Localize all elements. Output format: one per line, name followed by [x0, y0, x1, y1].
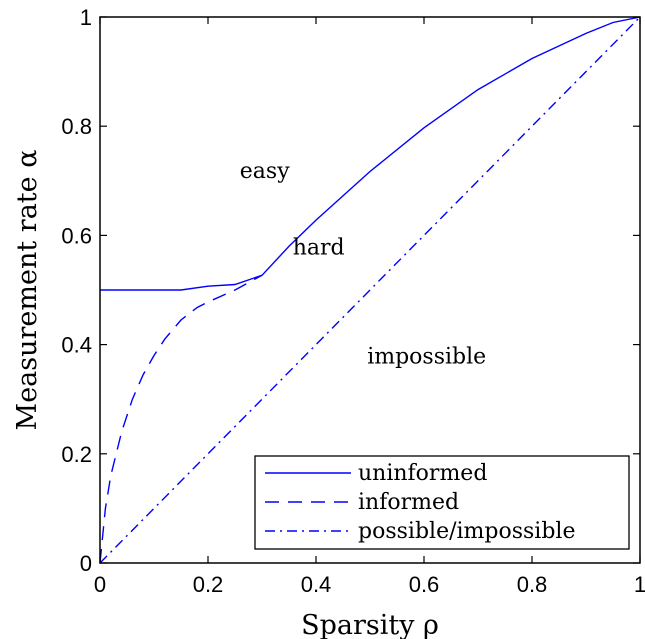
y-tick-label: 1	[80, 5, 92, 30]
y-tick-label: 0.6	[61, 223, 92, 248]
annotation-layer: easy hard impossible	[240, 159, 486, 370]
x-tick-label: 0.4	[301, 572, 332, 597]
plot-layer	[99, 16, 641, 564]
x-tick-label: 0.8	[517, 572, 548, 597]
x-tick-label: 1	[634, 572, 645, 597]
region-label: impossible	[367, 345, 486, 370]
x-tick-label: 0.6	[409, 572, 440, 597]
x-tick-label: 0.2	[193, 572, 224, 597]
x-axis-label: Sparsity ρ	[301, 610, 439, 639]
legend-label: possible/impossible	[358, 519, 575, 544]
y-tick-label: 0.4	[61, 333, 92, 358]
series-line-0	[100, 16, 641, 291]
y-tick-label: 0	[80, 551, 92, 576]
y-axis-label: Measurement rate α	[12, 150, 43, 431]
series-line-2	[99, 16, 641, 564]
legend-label: informed	[358, 490, 459, 515]
region-label: easy	[240, 159, 290, 184]
y-tick-label: 0.8	[61, 114, 92, 139]
y-tick-label: 0.2	[61, 442, 92, 467]
tick-layer: 0 0.2 0.4 0.6 0.8 1 0 0.2 0.4 0.6 0.8 1	[61, 5, 645, 597]
legend: uninformed informed possible/impossible	[254, 455, 630, 550]
x-tick-label: 0	[94, 572, 106, 597]
legend-label: uninformed	[358, 461, 487, 486]
region-label: hard	[293, 236, 345, 261]
series-line-1	[99, 274, 263, 564]
axes-box	[99, 16, 641, 564]
